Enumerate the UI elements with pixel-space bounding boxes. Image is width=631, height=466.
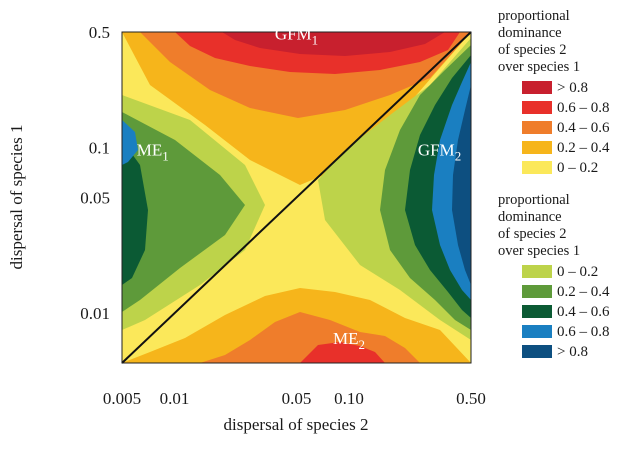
contour-band-10 [122, 140, 148, 285]
legend-label: 0.2 – 0.4 [557, 284, 610, 300]
legend-swatch [522, 265, 552, 278]
legend-swatch [522, 345, 552, 358]
legend-swatch [522, 121, 552, 134]
x-tick-labels: 0.005 0.01 0.05 0.10 0.50 [103, 389, 486, 408]
contour-band-9 [122, 112, 245, 312]
legend-swatch [522, 305, 552, 318]
legend-label: 0.2 – 0.4 [557, 140, 610, 156]
legend-label: > 0.8 [557, 344, 588, 360]
y-tick-label: 0.01 [80, 304, 110, 323]
legend-title-line: dominance [498, 209, 562, 225]
legend-label: 0 – 0.2 [557, 264, 598, 280]
y-axis-label: dispersal of species 1 [7, 125, 26, 270]
region-labels: GFM1 ME1 GFM2 ME2 [137, 25, 461, 353]
legend-title-line: of species 2 [498, 226, 566, 242]
legend-swatch [522, 101, 552, 114]
y-tick-label: 0.5 [89, 23, 110, 42]
legend-label: > 0.8 [557, 80, 588, 96]
legend-label: 0.6 – 0.8 [557, 100, 610, 116]
x-tick-label: 0.50 [456, 389, 486, 408]
legend-label: 0.6 – 0.8 [557, 324, 610, 340]
x-tick-label: 0.01 [160, 389, 190, 408]
legend-title-line: of species 2 [498, 42, 566, 58]
x-tick-label: 0.10 [334, 389, 364, 408]
legend-swatch [522, 141, 552, 154]
plot-frame [121, 31, 472, 364]
legend-label: 0 – 0.2 [557, 160, 598, 176]
legend-swatch [522, 285, 552, 298]
legend-label: 0.4 – 0.6 [557, 304, 610, 320]
region-label-gfm2: GFM2 [418, 140, 461, 163]
region-label-me2: ME2 [333, 329, 365, 352]
legend-title-line: dominance [498, 25, 562, 41]
y-tick-labels: 0.01 0.05 0.1 0.5 [80, 23, 110, 323]
legend-label: 0.4 – 0.6 [557, 120, 610, 136]
x-axis-label: dispersal of species 2 [224, 415, 369, 434]
legend-swatch [522, 81, 552, 94]
region-label-gfm1: GFM1 [275, 25, 318, 48]
y-tick-label: 0.05 [80, 189, 110, 208]
legend-swatch [522, 325, 552, 338]
x-tick-label: 0.05 [282, 389, 312, 408]
legend-title-line: proportional [498, 8, 570, 24]
contour-band-16 [452, 85, 471, 285]
contour-band-7 [300, 342, 385, 363]
legend-swatch [522, 161, 552, 174]
region-label-me1: ME1 [137, 140, 169, 163]
diagonal-line [121, 31, 472, 364]
legend-title-line: proportional [498, 192, 570, 208]
contour-band-4 [222, 32, 445, 56]
legend-title-line: over species 1 [498, 59, 580, 75]
legend-title-line: over species 1 [498, 243, 580, 259]
contour-band-11 [122, 120, 138, 165]
x-tick-label: 0.005 [103, 389, 141, 408]
y-tick-label: 0.1 [89, 139, 110, 158]
contour-regions [122, 32, 471, 363]
